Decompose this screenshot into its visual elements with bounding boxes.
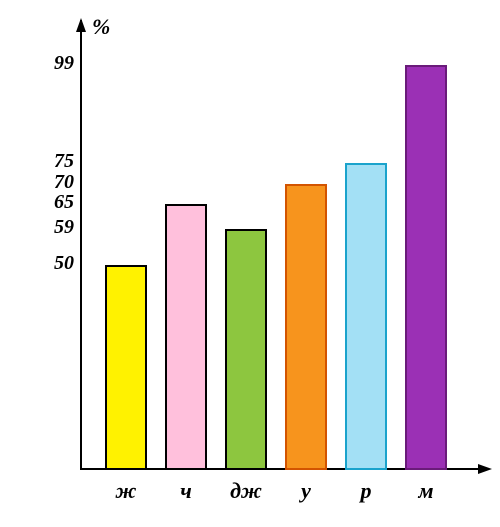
bar-chart: % 505965707599 жчджурм	[0, 0, 500, 527]
x-tick-label: дж	[221, 478, 271, 504]
bar	[405, 65, 447, 470]
x-axis-arrow	[478, 464, 492, 474]
plot-area: % 505965707599 жчджурм	[80, 20, 480, 470]
y-tick-label: 59	[34, 216, 74, 239]
y-tick-label: 99	[34, 52, 74, 75]
x-tick-label: ж	[101, 478, 151, 504]
x-tick-label: ч	[161, 478, 211, 504]
y-tick-label: 70	[34, 171, 74, 194]
bar	[225, 229, 267, 470]
bars-container	[80, 20, 480, 470]
x-tick-label: р	[341, 478, 391, 504]
bar	[105, 265, 147, 470]
y-tick-label: 75	[34, 150, 74, 173]
bar	[345, 163, 387, 470]
x-tick-label: м	[401, 478, 451, 504]
y-tick-label: 50	[34, 252, 74, 275]
bar	[165, 204, 207, 470]
x-tick-label: у	[281, 478, 331, 504]
bar	[285, 184, 327, 470]
y-tick-label: 65	[34, 191, 74, 214]
